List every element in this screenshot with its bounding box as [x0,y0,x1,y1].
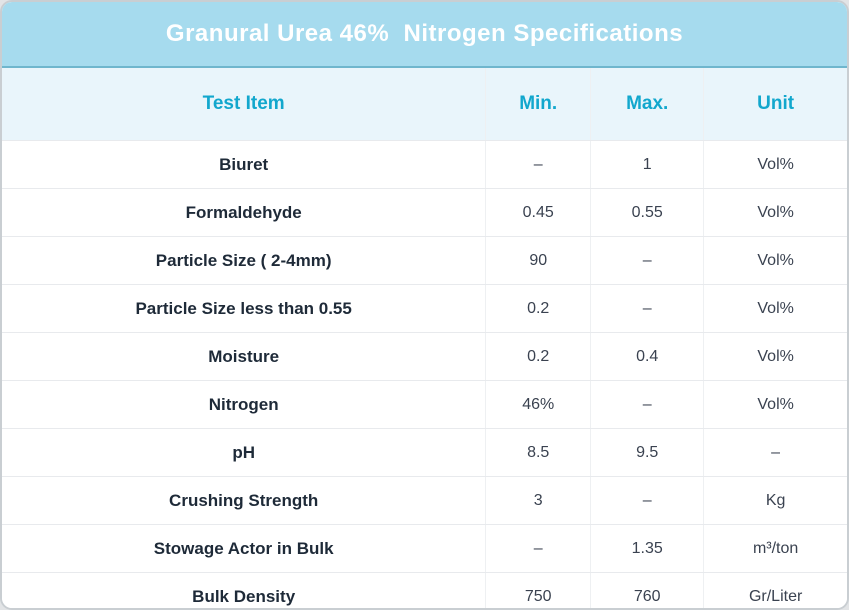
test-item-cell: Crushing Strength [169,490,319,510]
test-item-cell: Formaldehyde [185,202,302,222]
test-item-cell: pH [232,442,255,462]
min-cell: 0.2 [485,333,590,380]
max-cell: 9.5 [590,429,703,476]
unit-cell: Gr/Liter [703,573,847,608]
min-cell: 90 [485,237,590,284]
column-header-max: Max. [590,68,703,140]
table-row: Formaldehyde 0.45 0.55 Vol% [2,188,847,236]
table-header-row: Test Item Min. Max. Unit [2,68,847,140]
min-cell: 8.5 [485,429,590,476]
table-row: pH 8.5 9.5 – [2,428,847,476]
max-cell: – [590,285,703,332]
min-cell: – [485,141,590,188]
min-cell: 0.2 [485,285,590,332]
max-cell: 760 [590,573,703,608]
column-header-min: Min. [485,68,590,140]
test-item-cell: Nitrogen [208,394,279,414]
table-row: Bulk Density 750 760 Gr/Liter [2,572,847,608]
test-item-cell: Particle Size less than 0.55 [135,298,352,318]
table-row: Nitrogen 46% – Vol% [2,380,847,428]
min-cell: 3 [485,477,590,524]
unit-cell: Vol% [703,141,847,188]
table-title-bar: Granural Urea 46% Nitrogen Specification… [2,2,847,68]
test-item-cell: Particle Size ( 2-4mm) [155,250,332,270]
max-cell: – [590,381,703,428]
table-row: Moisture 0.2 0.4 Vol% [2,332,847,380]
unit-cell: Vol% [703,333,847,380]
table-row: Biuret – 1 Vol% [2,140,847,188]
table-title: Granural Urea 46% Nitrogen Specification… [165,20,684,47]
max-cell: – [590,477,703,524]
unit-cell: m³/ton [703,525,847,572]
unit-cell: Vol% [703,189,847,236]
min-cell: – [485,525,590,572]
max-cell: – [590,237,703,284]
unit-cell: Vol% [703,285,847,332]
test-item-cell: Stowage Actor in Bulk [153,538,334,558]
test-item-cell: Moisture [208,346,280,366]
unit-cell: Kg [703,477,847,524]
unit-cell: Vol% [703,381,847,428]
max-cell: 0.55 [590,189,703,236]
table-row: Crushing Strength 3 – Kg [2,476,847,524]
table-row: Particle Size less than 0.55 0.2 – Vol% [2,284,847,332]
min-cell: 46% [485,381,590,428]
unit-cell: Vol% [703,237,847,284]
test-item-cell: Bulk Density [192,586,296,606]
column-header-test-item: Test Item [202,93,285,114]
min-cell: 750 [485,573,590,608]
column-header-unit: Unit [703,68,847,140]
max-cell: 1.35 [590,525,703,572]
table-row: Particle Size ( 2-4mm) 90 – Vol% [2,236,847,284]
test-item-cell: Biuret [219,154,269,174]
min-cell: 0.45 [485,189,590,236]
table-row: Stowage Actor in Bulk – 1.35 m³/ton [2,524,847,572]
max-cell: 1 [590,141,703,188]
max-cell: 0.4 [590,333,703,380]
unit-cell: – [703,429,847,476]
